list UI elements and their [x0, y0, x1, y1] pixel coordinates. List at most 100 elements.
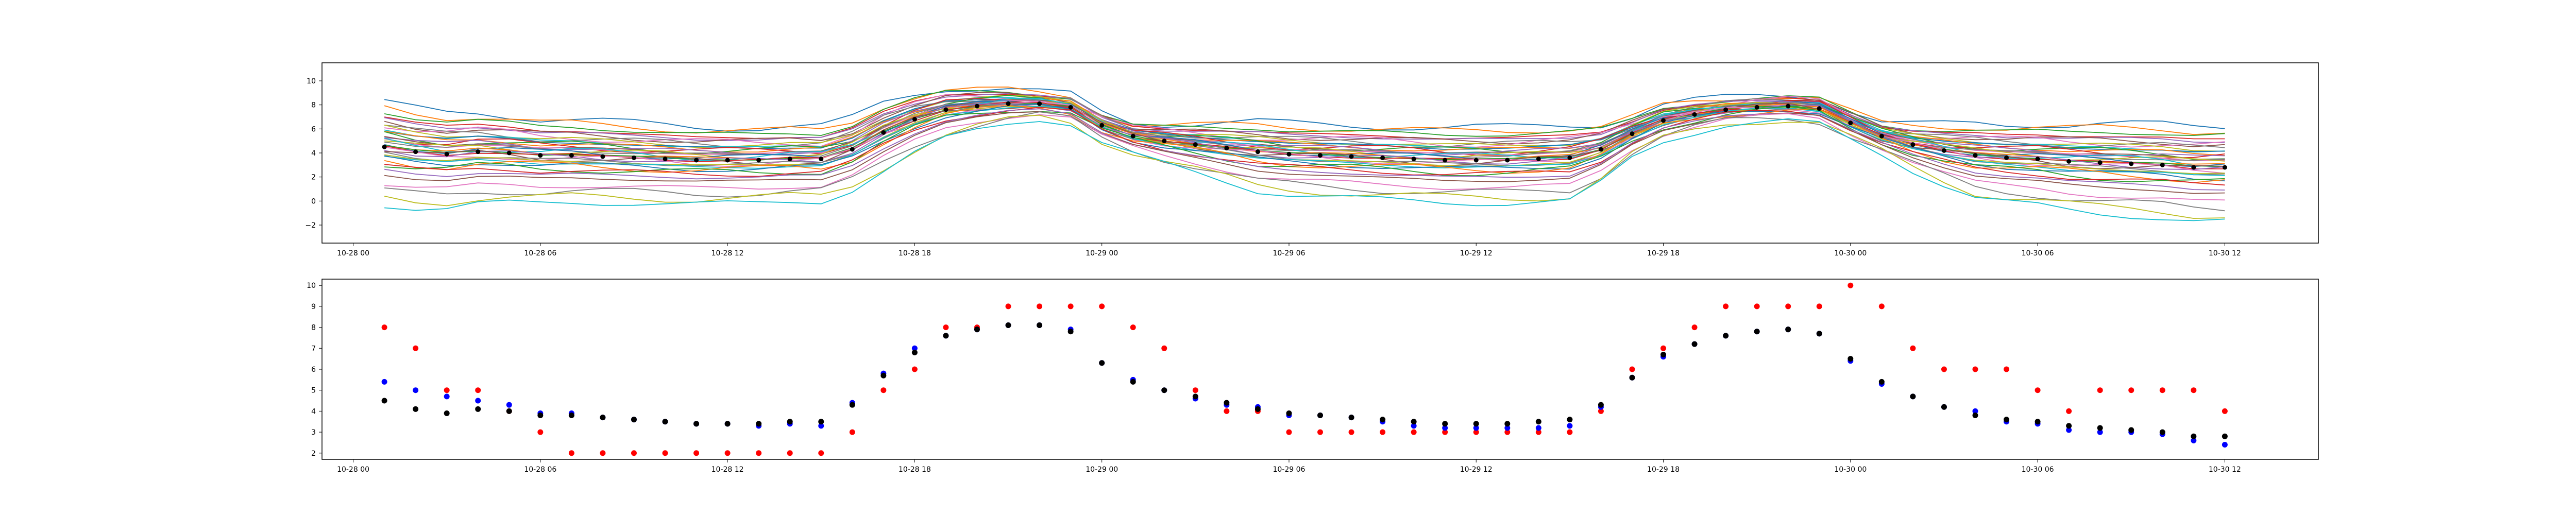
scatter-point — [506, 408, 512, 414]
mean-marker — [1973, 153, 1978, 158]
scatter-point — [943, 324, 949, 331]
scatter-point — [1941, 404, 1947, 410]
mean-marker — [2035, 157, 2040, 162]
scatter-point — [1099, 303, 1105, 310]
mean-marker — [1723, 107, 1728, 112]
scatter-point — [1161, 345, 1167, 351]
x-tick-label: 10-28 18 — [899, 466, 931, 474]
mean-marker — [413, 149, 418, 154]
scatter-point — [444, 393, 450, 400]
scatter-point — [1473, 425, 1479, 431]
ensemble-member-line — [384, 111, 2225, 194]
mean-marker — [1848, 121, 1853, 126]
x-tick-label: 10-29 12 — [1460, 249, 1493, 258]
scatter-point — [662, 450, 668, 456]
mean-marker — [1037, 101, 1042, 106]
scatter-point — [631, 450, 637, 456]
scatter-point — [413, 387, 419, 393]
scatter-point — [1660, 352, 1667, 358]
mean-marker — [1006, 101, 1011, 106]
scatter-point — [2004, 417, 2010, 423]
mean-marker — [2129, 161, 2134, 166]
scatter-point — [974, 327, 980, 333]
scatter-point — [1504, 421, 1511, 427]
scatter-point — [2097, 429, 2103, 435]
scatter-point — [724, 421, 731, 427]
scatter-point — [2097, 387, 2103, 393]
scatter-point — [1286, 410, 1292, 416]
scatter-point — [1504, 429, 1511, 435]
top-x-axis: 10-28 00 10-28 06 10-28 12 10-28 18 10-29 00… — [337, 243, 2241, 258]
y-tick-label: 3 — [311, 428, 316, 437]
scatter-point — [787, 419, 793, 425]
scatter-point — [1535, 419, 1541, 425]
scatter-point — [568, 450, 574, 456]
scatter-point — [1754, 303, 1760, 310]
scatter-point — [1442, 421, 1448, 427]
scatter-point — [1910, 345, 1916, 351]
mean-marker — [1473, 158, 1479, 163]
mean-marker — [1318, 153, 1323, 158]
observation-scatter-chart: 10-28 00 10-28 06 10-28 12 10-28 18 10-29 00… — [307, 279, 2319, 474]
scatter-point — [2191, 387, 2197, 393]
mean-marker — [538, 153, 543, 158]
mean-marker — [2097, 160, 2103, 165]
ensemble-member-line — [384, 96, 2225, 149]
scatter-point — [880, 387, 887, 393]
mean-marker — [569, 153, 574, 158]
mean-marker — [506, 150, 512, 156]
scatter-point — [1910, 393, 1916, 400]
scatter-point — [1972, 366, 1978, 372]
ensemble-member-line — [384, 105, 2225, 183]
scatter-point — [1785, 327, 1791, 333]
scatter-point — [444, 410, 450, 416]
mean-marker — [1567, 155, 1572, 160]
scatter-point — [1442, 425, 1448, 431]
scatter-point — [1411, 419, 1417, 425]
scatter-point — [1629, 366, 1635, 372]
scatter-point — [1691, 341, 1698, 347]
mean-marker — [1130, 133, 1136, 139]
ensemble-member-line — [384, 88, 2225, 132]
x-tick-label: 10-28 00 — [337, 249, 369, 258]
scatter-point — [1005, 322, 1011, 329]
scatter-point — [693, 450, 700, 456]
y-tick-label: 7 — [311, 345, 316, 353]
scatter-point — [756, 450, 762, 456]
x-tick-label: 10-28 00 — [337, 466, 369, 474]
ensemble-line-chart: 10-28 00 10-28 06 10-28 12 10-28 18 10-29 00… — [305, 62, 2319, 258]
y-tick-label: 0 — [311, 197, 316, 205]
scatter-point — [506, 402, 512, 408]
x-tick-label: 10-28 12 — [711, 249, 744, 258]
mean-marker — [1630, 131, 1635, 136]
y-tick-label: 4 — [311, 407, 316, 416]
mean-marker — [912, 117, 917, 122]
scatter-point — [1380, 429, 1386, 435]
mean-marker — [663, 157, 668, 162]
scatter-point — [1130, 324, 1136, 331]
scatter-point — [537, 429, 544, 435]
mean-marker — [444, 151, 449, 157]
y-tick-label: 8 — [311, 101, 316, 110]
scatter-point — [943, 333, 949, 339]
scatter-point — [2004, 366, 2010, 372]
scatter-point — [2035, 387, 2041, 393]
scatter-point — [2066, 423, 2072, 429]
scatter-point — [1317, 413, 1323, 419]
ensemble-member-line — [384, 93, 2225, 143]
mean-marker — [382, 144, 387, 149]
ensemble-member-line — [384, 111, 2225, 212]
scatter-point — [1723, 333, 1729, 339]
scatter-point — [1785, 303, 1791, 310]
scatter-point — [2191, 433, 2197, 439]
y-tick-label: 5 — [311, 387, 316, 395]
x-tick-label: 10-29 18 — [1647, 466, 1680, 474]
x-tick-label: 10-30 06 — [2022, 249, 2054, 258]
x-tick-label: 10-30 06 — [2022, 466, 2054, 474]
mean-marker — [1817, 106, 1822, 111]
top-y-axis: −2 0 2 4 6 8 10 — [305, 77, 322, 230]
scatter-point — [818, 423, 824, 429]
mean-marker — [1786, 104, 1791, 109]
scatter-point — [1972, 408, 1978, 414]
scatter-point — [1878, 379, 1885, 385]
